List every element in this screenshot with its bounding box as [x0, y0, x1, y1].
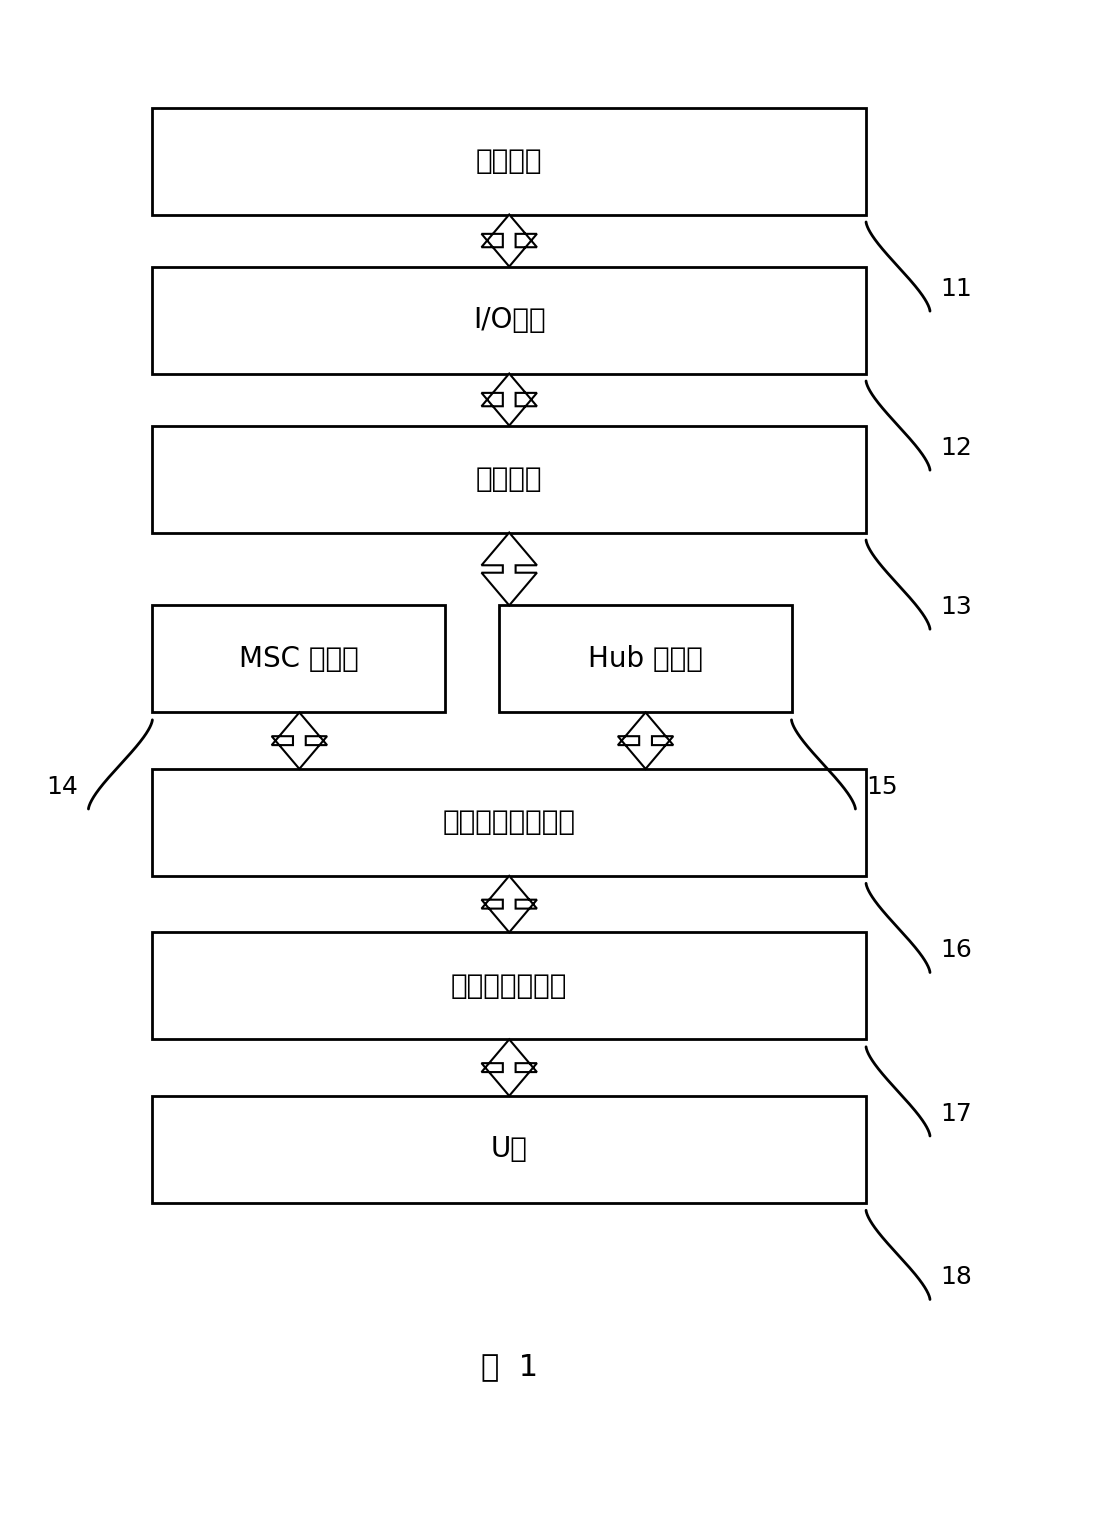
Text: MSC 类驱动: MSC 类驱动	[239, 645, 359, 672]
Polygon shape	[482, 877, 537, 933]
Text: 11: 11	[941, 277, 973, 301]
Text: Hub 类驱动: Hub 类驱动	[588, 645, 703, 672]
Text: 图  1: 图 1	[481, 1352, 538, 1381]
Text: 13: 13	[941, 595, 973, 619]
FancyBboxPatch shape	[152, 769, 866, 877]
Text: I/O系统: I/O系统	[473, 306, 545, 335]
Text: 主机控制器驱动: 主机控制器驱动	[451, 972, 567, 999]
Text: 15: 15	[866, 775, 897, 799]
Text: 16: 16	[941, 939, 973, 963]
Text: 通用串口总线驱动: 通用串口总线驱动	[443, 808, 576, 836]
Polygon shape	[482, 1040, 537, 1096]
Text: 文件系统: 文件系统	[475, 465, 542, 494]
FancyBboxPatch shape	[152, 107, 866, 215]
FancyBboxPatch shape	[152, 606, 445, 713]
Text: 18: 18	[941, 1266, 973, 1290]
Polygon shape	[618, 713, 673, 769]
Polygon shape	[272, 713, 327, 769]
Text: 12: 12	[941, 436, 973, 460]
Text: U盘: U盘	[491, 1136, 528, 1163]
FancyBboxPatch shape	[152, 425, 866, 533]
FancyBboxPatch shape	[152, 1096, 866, 1202]
FancyBboxPatch shape	[152, 933, 866, 1040]
Polygon shape	[482, 215, 537, 266]
FancyBboxPatch shape	[152, 266, 866, 374]
Text: 操作系统: 操作系统	[475, 147, 542, 176]
Polygon shape	[482, 374, 537, 425]
Text: 14: 14	[46, 775, 78, 799]
Text: 17: 17	[941, 1102, 973, 1126]
Polygon shape	[482, 533, 537, 606]
FancyBboxPatch shape	[498, 606, 791, 713]
